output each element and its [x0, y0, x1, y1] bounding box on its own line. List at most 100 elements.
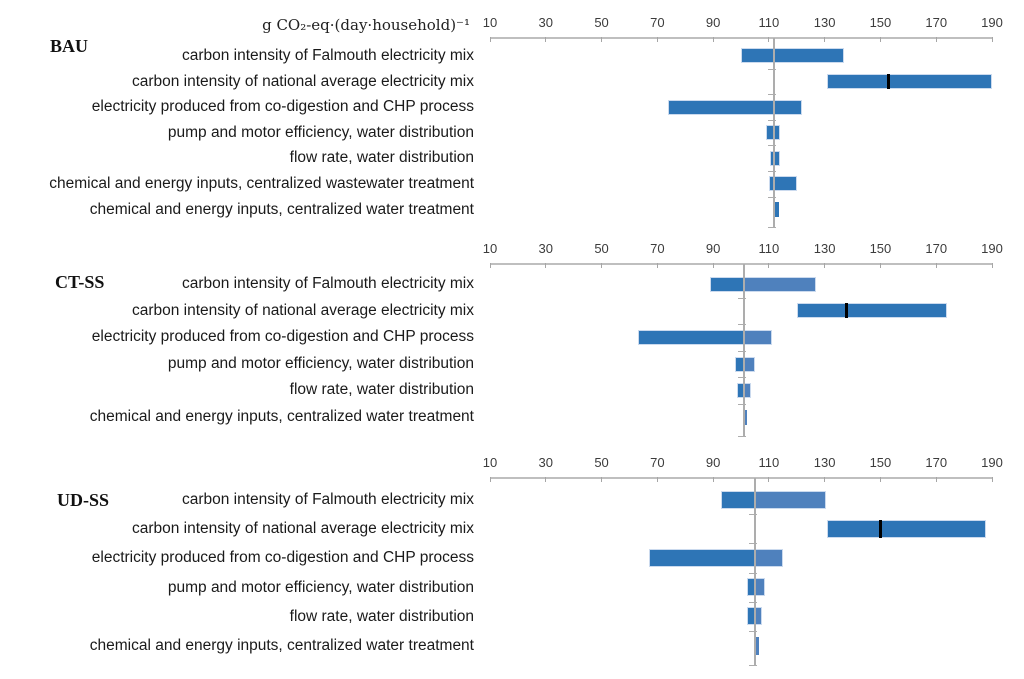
bar: [743, 383, 751, 399]
panel-label-ct-ss: CT-SS: [55, 272, 105, 292]
x-axis-tick-mark: [768, 477, 770, 482]
category-boundary-tick: [748, 631, 757, 632]
row-label: chemical and energy inputs, centralized …: [89, 408, 474, 425]
x-axis-tick-label: 150: [869, 455, 892, 470]
row-label: flow rate, water distribution: [289, 381, 474, 399]
bar: [754, 636, 760, 655]
x-axis-tick-label: 190: [981, 241, 1003, 256]
x-axis-tick-mark: [601, 37, 603, 42]
baseline-line: [773, 38, 776, 229]
x-axis-tick-label: 30: [538, 15, 553, 30]
x-axis-tick-mark: [824, 263, 826, 268]
x-axis-tick-mark: [935, 37, 937, 42]
row-label: carbon intensity of Falmouth electricity…: [181, 275, 474, 292]
x-axis-line: [490, 477, 993, 479]
row-label: pump and motor efficiency, water distrib…: [167, 578, 474, 596]
bar-marker: [887, 73, 891, 89]
x-axis-tick-mark: [935, 477, 937, 482]
bar: [754, 578, 765, 597]
x-axis-tick-mark: [712, 263, 714, 268]
x-axis-tick-mark: [824, 37, 826, 42]
bar: [721, 490, 755, 509]
x-axis-tick-label: 110: [758, 241, 780, 256]
x-axis-tick-label: 90: [705, 455, 721, 470]
x-axis-tick-label: 110: [758, 455, 780, 470]
x-axis-tick-label: 170: [925, 15, 948, 30]
x-axis-tick-mark: [545, 37, 547, 42]
panel-label-ud-ss: UD-SS: [57, 490, 110, 510]
x-axis-tick-mark: [545, 477, 547, 482]
bar: [766, 125, 781, 141]
category-boundary-tick: [748, 572, 757, 574]
x-axis-tick-label: 130: [813, 241, 836, 256]
bar: [754, 549, 783, 567]
category-boundary-tick: [748, 514, 757, 516]
x-axis-tick-mark: [489, 263, 491, 268]
category-boundary-tick: [768, 119, 777, 121]
x-axis-tick-mark: [935, 263, 937, 268]
x-axis-tick-label: 70: [650, 241, 665, 256]
x-axis-tick-mark: [768, 263, 770, 268]
x-axis-tick-label: 150: [869, 241, 892, 256]
baseline-end-tick: [737, 435, 746, 437]
row-label: flow rate, water distribution: [289, 149, 474, 167]
category-boundary-tick: [737, 377, 746, 379]
row-label: pump and motor efficiency, water distrib…: [167, 123, 474, 141]
row-label: carbon intensity of national average ele…: [131, 72, 474, 90]
bar: [775, 201, 779, 217]
x-axis-tick-label: 50: [594, 15, 609, 30]
x-axis-tick-mark: [489, 37, 491, 42]
category-boundary-tick: [737, 350, 746, 352]
x-axis-tick-label: 90: [705, 241, 721, 256]
row-label: carbon intensity of national average ele…: [131, 301, 474, 319]
row-label: electricity produced from co-digestion a…: [91, 328, 474, 346]
bar-marker: [878, 519, 882, 538]
category-boundary-tick: [748, 543, 757, 545]
x-axis-tick-label: 170: [925, 241, 948, 256]
x-axis-tick-label: 190: [981, 15, 1003, 30]
panel-label-bau: BAU: [50, 36, 89, 56]
bar: [743, 276, 817, 292]
bar: [827, 519, 987, 538]
x-axis-tick-mark: [656, 263, 658, 268]
x-axis-line: [490, 37, 993, 39]
category-boundary-tick: [768, 171, 777, 172]
row-label: chemical and energy inputs, centralized …: [49, 175, 474, 192]
x-axis-tick-label: 70: [650, 15, 665, 30]
bar: [668, 99, 803, 115]
bar: [796, 303, 948, 319]
row-label: carbon intensity of national average ele…: [131, 520, 474, 538]
x-axis-tick-mark: [601, 477, 603, 482]
baseline-end-tick: [748, 665, 757, 667]
bar: [743, 330, 772, 345]
row-label: carbon intensity of Falmouth electricity…: [181, 47, 474, 64]
category-boundary-tick: [768, 196, 777, 198]
category-boundary-tick: [768, 94, 777, 96]
x-axis-tick-mark: [991, 263, 993, 268]
x-axis-tick-label: 90: [705, 15, 721, 30]
x-axis-tick-mark: [824, 477, 826, 482]
bar: [827, 73, 992, 89]
row-label: pump and motor efficiency, water distrib…: [167, 354, 474, 372]
x-axis-tick-label: 110: [758, 15, 780, 30]
row-label: electricity produced from co-digestion a…: [91, 98, 474, 116]
bar: [637, 330, 744, 345]
x-axis-tick-label: 50: [594, 455, 609, 470]
x-axis-tick-label: 30: [538, 241, 553, 256]
row-label: flow rate, water distribution: [289, 607, 474, 625]
x-axis-tick-mark: [489, 477, 491, 482]
baseline-line: [753, 478, 756, 667]
baseline-line: [742, 264, 745, 437]
x-axis-tick-mark: [991, 37, 993, 42]
category-boundary-tick: [748, 601, 757, 603]
x-axis-tick-label: 30: [538, 455, 553, 470]
bar: [743, 409, 748, 425]
row-label: carbon intensity of Falmouth electricity…: [181, 491, 474, 508]
x-axis-tick-label: 50: [594, 241, 609, 256]
x-axis-tick-label: 170: [925, 455, 948, 470]
category-boundary-tick: [737, 324, 746, 326]
bar: [648, 549, 755, 567]
baseline-end-tick: [768, 227, 777, 229]
x-axis-line: [490, 263, 993, 265]
